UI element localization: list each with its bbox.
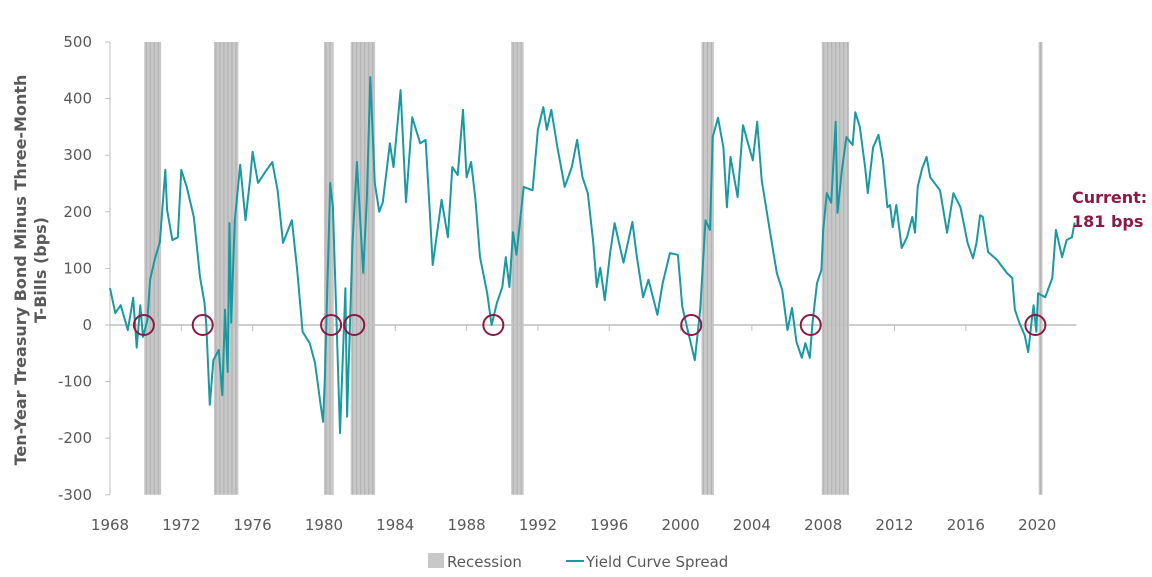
- inversion-circle-marker: [482, 314, 505, 336]
- inversion-circle-marker: [343, 314, 366, 336]
- inversion-circle-marker: [191, 314, 214, 336]
- inversion-circle-marker: [1024, 314, 1047, 336]
- x-tick-label: 1972: [162, 516, 200, 534]
- x-tick-label: 1976: [234, 516, 272, 534]
- y-tick-label: 100: [63, 259, 92, 277]
- inversion-circle-marker: [680, 314, 703, 336]
- x-tick-label: 2016: [947, 516, 985, 534]
- current-annotation: Current: 181 bps: [1072, 188, 1152, 231]
- recession-bands: [144, 42, 1043, 495]
- x-tick-label: 2000: [661, 516, 699, 534]
- current-label: Current:: [1072, 188, 1147, 207]
- recession-band: [213, 42, 239, 495]
- x-tick-label: 1992: [519, 516, 557, 534]
- y-tick-label: 0: [82, 316, 92, 334]
- x-tick-label: 1968: [91, 516, 129, 534]
- inversion-markers: [132, 314, 1047, 336]
- x-tick-label: 1988: [448, 516, 486, 534]
- x-tick-labels: 1968 1972 1976 1980 1984 1988 1992 1996 2000 2004…: [91, 516, 1056, 534]
- y-tick-label: 500: [63, 33, 92, 51]
- x-tick-label: 1984: [376, 516, 414, 534]
- y-tick-label: -200: [58, 429, 92, 447]
- inversion-circle-marker: [132, 314, 155, 336]
- y-tick-label: 200: [63, 203, 92, 221]
- inversion-circle-marker: [320, 314, 343, 336]
- x-tick-label: 1980: [305, 516, 343, 534]
- legend: Recession Yield Curve Spread: [428, 553, 728, 571]
- x-tick-label: 2008: [804, 516, 842, 534]
- legend-recession-label: Recession: [447, 553, 522, 571]
- y-axis-label: Ten-Year Treasury Bond Minus Three-Month…: [11, 75, 50, 466]
- x-tick-label: 2004: [733, 516, 771, 534]
- legend-line-label: Yield Curve Spread: [585, 553, 728, 571]
- x-tick-label: 1996: [590, 516, 628, 534]
- x-tick-label: 2020: [1018, 516, 1056, 534]
- y-tick-labels: 500 400 300 200 100 0 -100 -200 -300: [58, 33, 92, 504]
- y-tick-label: -300: [58, 486, 92, 504]
- legend-recession-swatch: [428, 553, 444, 568]
- y-tick-label: -100: [58, 373, 92, 391]
- x-tick-label: 2012: [875, 516, 913, 534]
- y-tick-label: 400: [63, 90, 92, 108]
- axes: [105, 41, 1077, 496]
- current-value: 181 bps: [1072, 212, 1143, 231]
- yield-curve-spread-line: [109, 76, 1076, 435]
- y-tick-label: 300: [63, 146, 92, 164]
- inversion-circle-marker: [799, 314, 822, 336]
